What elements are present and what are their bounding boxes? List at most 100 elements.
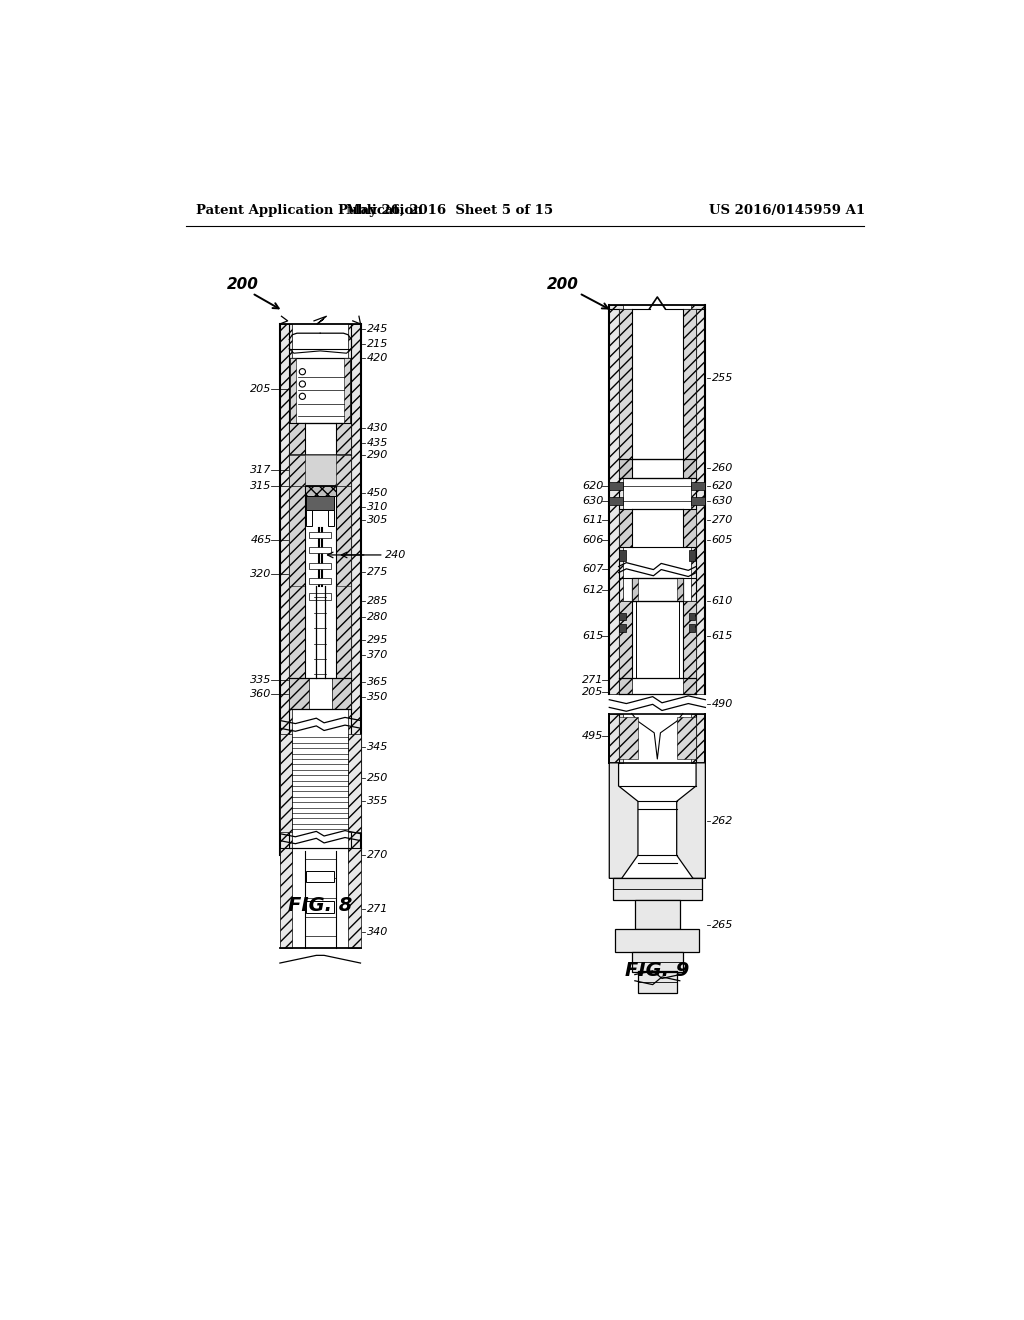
Text: 630: 630 [583,496,603,506]
Polygon shape [677,763,706,878]
Text: 611: 611 [583,515,603,525]
Bar [620,612,626,620]
Text: 615: 615 [712,631,733,640]
Bar [677,718,696,759]
Text: 271: 271 [367,904,388,915]
Text: 205: 205 [583,686,603,697]
Text: 355: 355 [367,796,388,807]
Text: 260: 260 [712,463,733,473]
Bar [632,578,638,601]
Bar [683,678,696,693]
Text: 605: 605 [712,535,733,545]
Bar [618,309,632,459]
Text: 360: 360 [251,689,271,698]
Bar [306,871,334,882]
Text: 305: 305 [367,515,388,525]
Text: 365: 365 [367,677,388,686]
Bar [332,678,351,709]
Text: 607: 607 [583,564,603,574]
Bar [691,305,706,693]
Bar [613,878,701,900]
Polygon shape [289,455,351,486]
Text: 271: 271 [583,676,603,685]
Bar [289,586,305,678]
Bar [290,358,296,422]
Text: FIG. 9: FIG. 9 [625,961,689,981]
Text: 265: 265 [712,920,733,929]
Bar [609,714,624,763]
Bar [309,578,331,585]
Bar [620,550,626,561]
Text: 490: 490 [712,698,733,709]
Text: 630: 630 [712,496,733,506]
Text: 612: 612 [583,585,603,594]
Bar [280,323,292,863]
Bar [689,612,695,620]
Bar [609,305,624,693]
Bar [615,929,699,952]
Bar [336,422,351,455]
Bar [632,578,683,601]
Bar [289,678,308,709]
Text: 240: 240 [385,550,407,560]
Text: 450: 450 [367,488,388,499]
Bar [618,508,632,548]
Text: 280: 280 [367,611,388,622]
Text: 285: 285 [367,597,388,606]
Text: 420: 420 [367,352,388,363]
Text: 335: 335 [251,675,271,685]
Text: 435: 435 [367,438,388,449]
Bar [618,718,638,759]
Bar [620,624,626,632]
Bar [289,486,305,594]
Text: May 26, 2016  Sheet 5 of 15: May 26, 2016 Sheet 5 of 15 [346,205,553,218]
Text: 290: 290 [367,450,388,459]
Bar [336,586,351,678]
Bar [683,459,696,478]
Bar [689,550,695,561]
Bar [632,952,683,972]
Bar [306,511,312,525]
Bar [348,323,360,863]
Text: 295: 295 [367,635,388,644]
Text: 430: 430 [367,422,388,433]
Bar [306,902,334,913]
Text: 275: 275 [367,566,388,577]
Bar [309,562,331,569]
Bar [618,459,632,478]
Bar [348,734,360,832]
Bar [691,482,706,490]
Bar [609,498,624,506]
Bar [328,511,334,525]
Bar [290,358,350,422]
Text: 350: 350 [367,693,388,702]
Bar [305,486,336,496]
Text: 200: 200 [547,277,579,292]
Text: 320: 320 [251,569,271,579]
Bar [683,508,696,548]
Text: 245: 245 [367,323,388,334]
Bar [683,601,696,678]
Text: US 2016/0145959 A1: US 2016/0145959 A1 [710,205,865,218]
Text: 317: 317 [251,465,271,475]
Bar [280,734,292,832]
Text: 620: 620 [712,480,733,491]
Bar [306,496,334,511]
Text: 606: 606 [583,535,603,545]
Text: 310: 310 [367,502,388,512]
Text: 620: 620 [583,480,603,491]
Polygon shape [609,763,638,878]
Text: 495: 495 [583,731,603,741]
Bar [618,601,632,678]
Text: 215: 215 [367,339,388,348]
Bar [280,847,292,948]
Bar [348,847,360,948]
Text: 315: 315 [251,480,271,491]
Bar [638,972,677,993]
Bar [677,578,683,601]
Text: 255: 255 [712,372,733,383]
Bar [336,455,351,486]
Text: 270: 270 [367,850,388,861]
Text: 615: 615 [583,631,603,640]
Text: 345: 345 [367,742,388,752]
